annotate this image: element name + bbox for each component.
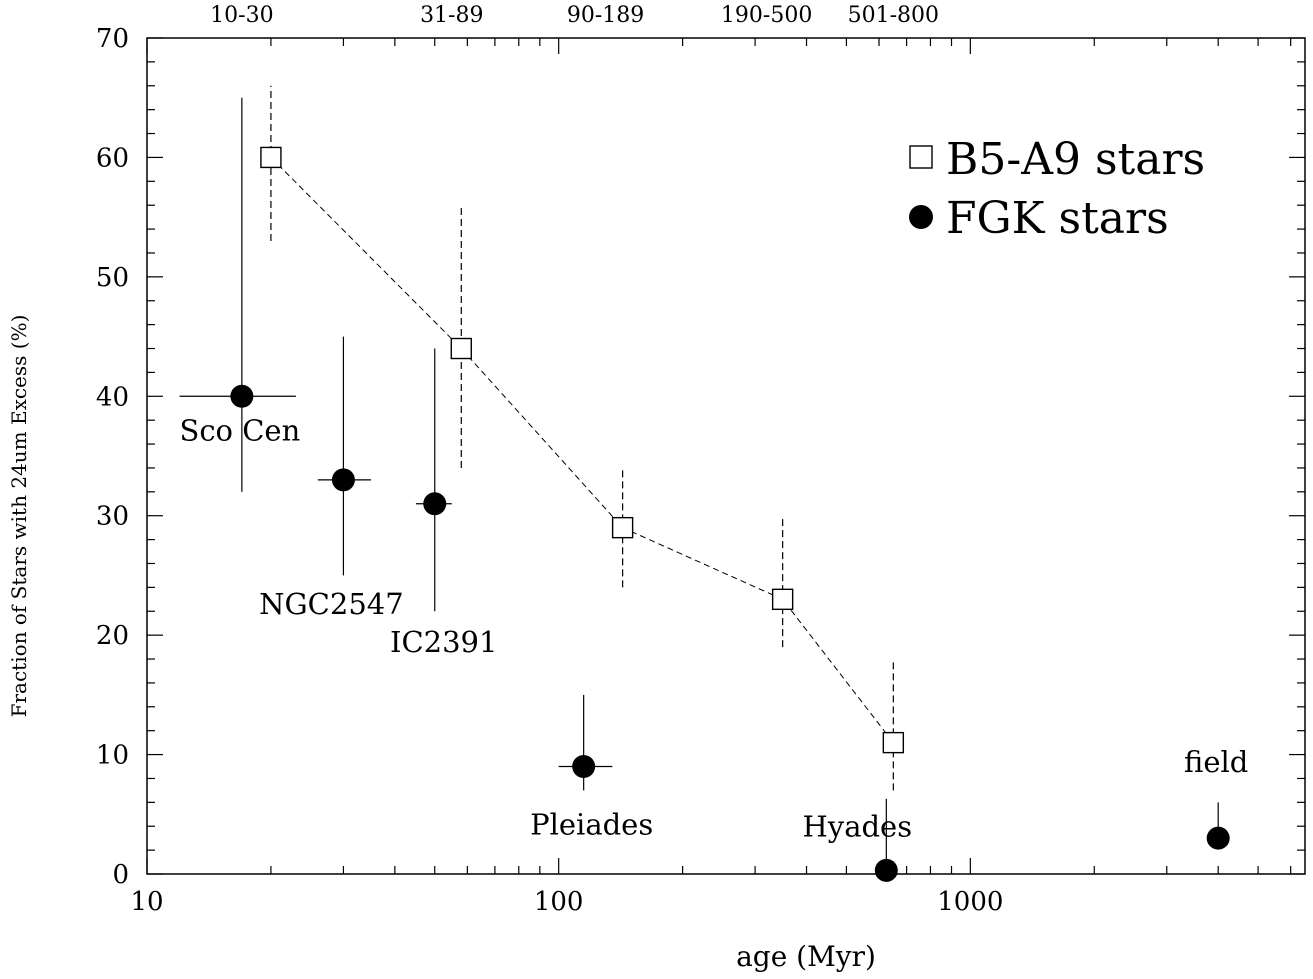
y-tick-label: 0 [112, 860, 129, 890]
data-point-square [450, 337, 472, 360]
legend-square-marker [909, 145, 933, 169]
data-point-circle [230, 384, 254, 408]
point-annotation: Sco Cen [179, 413, 300, 447]
y-tick-label: 40 [96, 382, 129, 412]
point-annotation: IC2391 [390, 625, 497, 659]
data-point-square [260, 146, 282, 169]
y-tick-labels: 0 10 20 30 40 50 60 70 [96, 24, 129, 890]
point-annotation: Hyades [803, 809, 913, 843]
top-range-label: 190-500 [721, 3, 812, 28]
y-tick-label: 50 [96, 263, 129, 293]
plot-border [146, 37, 1306, 875]
x-tick-labels: 10 100 1000 [130, 887, 1003, 917]
series-fgk-stars [179, 97, 1230, 882]
point-annotation: field [1184, 745, 1248, 779]
y-tick-label: 30 [96, 502, 129, 532]
plot-frame [146, 37, 1306, 875]
data-point-square [882, 731, 905, 754]
top-range-label: 10-30 [210, 3, 273, 28]
top-range-label: 90-189 [567, 3, 644, 28]
y-tick-label: 20 [96, 621, 129, 651]
y-tick-label: 70 [96, 24, 129, 54]
y-tick-label: 10 [96, 741, 129, 771]
y-axis-title: Fraction of Stars with 24um Excess (%) [7, 315, 31, 718]
series-b5-a9-stars [260, 85, 905, 791]
y-tick-label: 60 [96, 143, 129, 173]
axis-ticks [146, 37, 1305, 875]
legend: B5-A9 stars FGK stars [909, 134, 1205, 244]
point-annotation: Pleiades [530, 808, 653, 842]
x-axis-title: age (Myr) [736, 940, 876, 973]
series-layer [179, 85, 1230, 882]
top-range-label: 31-89 [420, 3, 483, 28]
data-point-square [771, 588, 794, 611]
data-point-circle [331, 468, 355, 492]
data-point-circle [572, 755, 596, 779]
x-tick-label: 1000 [937, 887, 1003, 917]
legend-label: B5-A9 stars [946, 134, 1205, 185]
x-tick-label: 10 [130, 887, 163, 917]
series-line [270, 157, 894, 743]
point-annotation: NGC2547 [259, 587, 404, 621]
legend-label: FGK stars [946, 193, 1169, 244]
data-point-square [611, 516, 634, 539]
x-tick-label: 100 [534, 887, 584, 917]
top-range-label: 501-800 [848, 3, 939, 28]
data-point-circle [1206, 826, 1230, 850]
data-point-circle [423, 492, 447, 516]
legend-circle-marker [909, 205, 933, 229]
top-age-range-labels: 10-30 31-89 90-189 190-500 501-800 [210, 3, 939, 28]
data-point-circle [874, 858, 898, 882]
point-annotations: Sco Cen NGC2547 IC2391 Pleiades Hyades field [179, 413, 1248, 843]
